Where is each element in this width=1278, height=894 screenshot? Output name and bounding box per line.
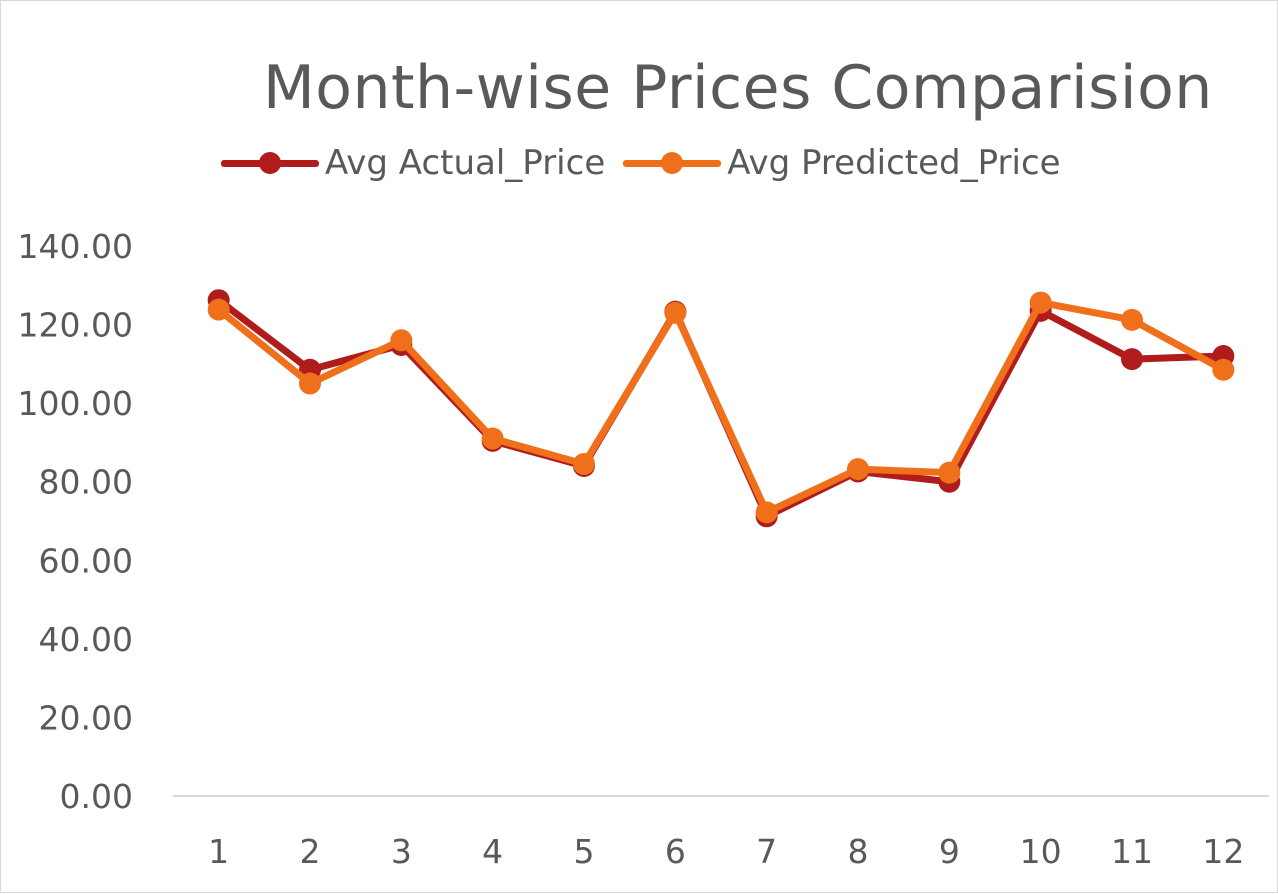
y-tick-label: 60.00 <box>39 541 133 580</box>
data-point <box>755 501 778 524</box>
y-axis-ticks: 0.00 20.00 40.00 60.00 80.00 100.00 120.00 140.… <box>18 227 133 816</box>
x-tick-label: 7 <box>756 832 777 871</box>
data-point <box>1121 348 1143 371</box>
legend-swatch-actual <box>221 141 319 185</box>
x-tick-label: 1 <box>208 832 229 871</box>
x-tick-label: 9 <box>939 832 960 871</box>
x-tick-label: 4 <box>482 832 503 871</box>
legend-item-predicted: Avg Predicted_Price <box>623 141 1061 185</box>
data-point <box>573 453 595 476</box>
data-point <box>847 458 869 481</box>
data-point <box>938 461 961 484</box>
y-tick-label: 0.00 <box>60 777 133 816</box>
series-line <box>215 299 1227 516</box>
x-tick-label: 2 <box>300 832 321 871</box>
data-point <box>390 329 413 352</box>
data-point <box>1029 291 1052 314</box>
x-tick-label: 8 <box>848 832 869 871</box>
y-tick-label: 140.00 <box>18 227 133 266</box>
legend-label-actual: Avg Actual_Price <box>325 143 606 183</box>
y-tick-label: 120.00 <box>18 306 133 345</box>
x-tick-label: 6 <box>665 832 686 871</box>
data-point <box>1121 308 1143 331</box>
y-tick-label: 40.00 <box>39 620 133 659</box>
y-tick-label: 20.00 <box>39 698 133 737</box>
x-tick-label: 10 <box>1020 832 1062 871</box>
legend-label-predicted: Avg Predicted_Price <box>727 143 1061 183</box>
data-point <box>299 372 321 395</box>
legend-marker-actual <box>259 152 281 174</box>
data-point <box>664 301 687 324</box>
data-point <box>1212 358 1235 381</box>
chart-title: Month-wise Prices Comparision <box>263 53 1213 123</box>
legend: Avg Actual_Price Avg Predicted_Price <box>221 141 1079 185</box>
series-predicted <box>207 291 1235 524</box>
x-axis-ticks: 1 2 3 4 5 6 7 8 9 10 11 12 <box>208 832 1244 871</box>
x-tick-label: 11 <box>1111 832 1153 871</box>
x-tick-label: 5 <box>574 832 595 871</box>
x-tick-label: 12 <box>1202 832 1244 871</box>
x-tick-label: 3 <box>391 832 412 871</box>
data-point <box>207 298 230 321</box>
data-point <box>481 427 504 450</box>
legend-marker-predicted <box>661 152 684 174</box>
y-tick-label: 100.00 <box>18 384 133 423</box>
y-tick-label: 80.00 <box>39 463 133 502</box>
series-layer <box>207 289 1235 528</box>
legend-item-actual: Avg Actual_Price <box>221 141 605 185</box>
legend-swatch-predicted <box>623 141 722 185</box>
